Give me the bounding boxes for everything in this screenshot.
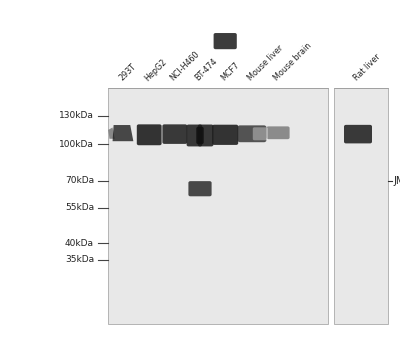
Text: 293T: 293T [118, 62, 138, 83]
FancyBboxPatch shape [162, 124, 187, 144]
FancyBboxPatch shape [266, 126, 290, 139]
FancyBboxPatch shape [137, 124, 162, 145]
FancyBboxPatch shape [188, 181, 212, 196]
Polygon shape [108, 127, 115, 139]
FancyBboxPatch shape [214, 33, 237, 49]
Text: 70kDa: 70kDa [65, 176, 94, 185]
FancyBboxPatch shape [196, 127, 204, 144]
Text: 100kDa: 100kDa [59, 140, 94, 149]
Text: Mouse brain: Mouse brain [272, 41, 313, 83]
Polygon shape [112, 125, 133, 141]
Text: BT-474: BT-474 [194, 57, 220, 83]
FancyBboxPatch shape [344, 125, 372, 144]
Text: 35kDa: 35kDa [65, 255, 94, 264]
Text: JMJD4: JMJD4 [393, 176, 400, 186]
FancyBboxPatch shape [238, 125, 266, 142]
Text: MCF7: MCF7 [219, 61, 241, 83]
FancyBboxPatch shape [186, 124, 202, 146]
Text: Mouse liver: Mouse liver [246, 43, 285, 83]
Text: 40kDa: 40kDa [65, 239, 94, 248]
Text: 55kDa: 55kDa [65, 204, 94, 212]
FancyBboxPatch shape [212, 125, 238, 145]
Text: 130kDa: 130kDa [59, 112, 94, 120]
Text: HepG2: HepG2 [143, 57, 168, 83]
FancyBboxPatch shape [108, 88, 328, 324]
Text: NCI-H460: NCI-H460 [168, 50, 201, 83]
FancyBboxPatch shape [334, 88, 388, 324]
Text: Rat liver: Rat liver [352, 53, 382, 83]
FancyBboxPatch shape [253, 127, 268, 140]
FancyBboxPatch shape [198, 124, 214, 146]
